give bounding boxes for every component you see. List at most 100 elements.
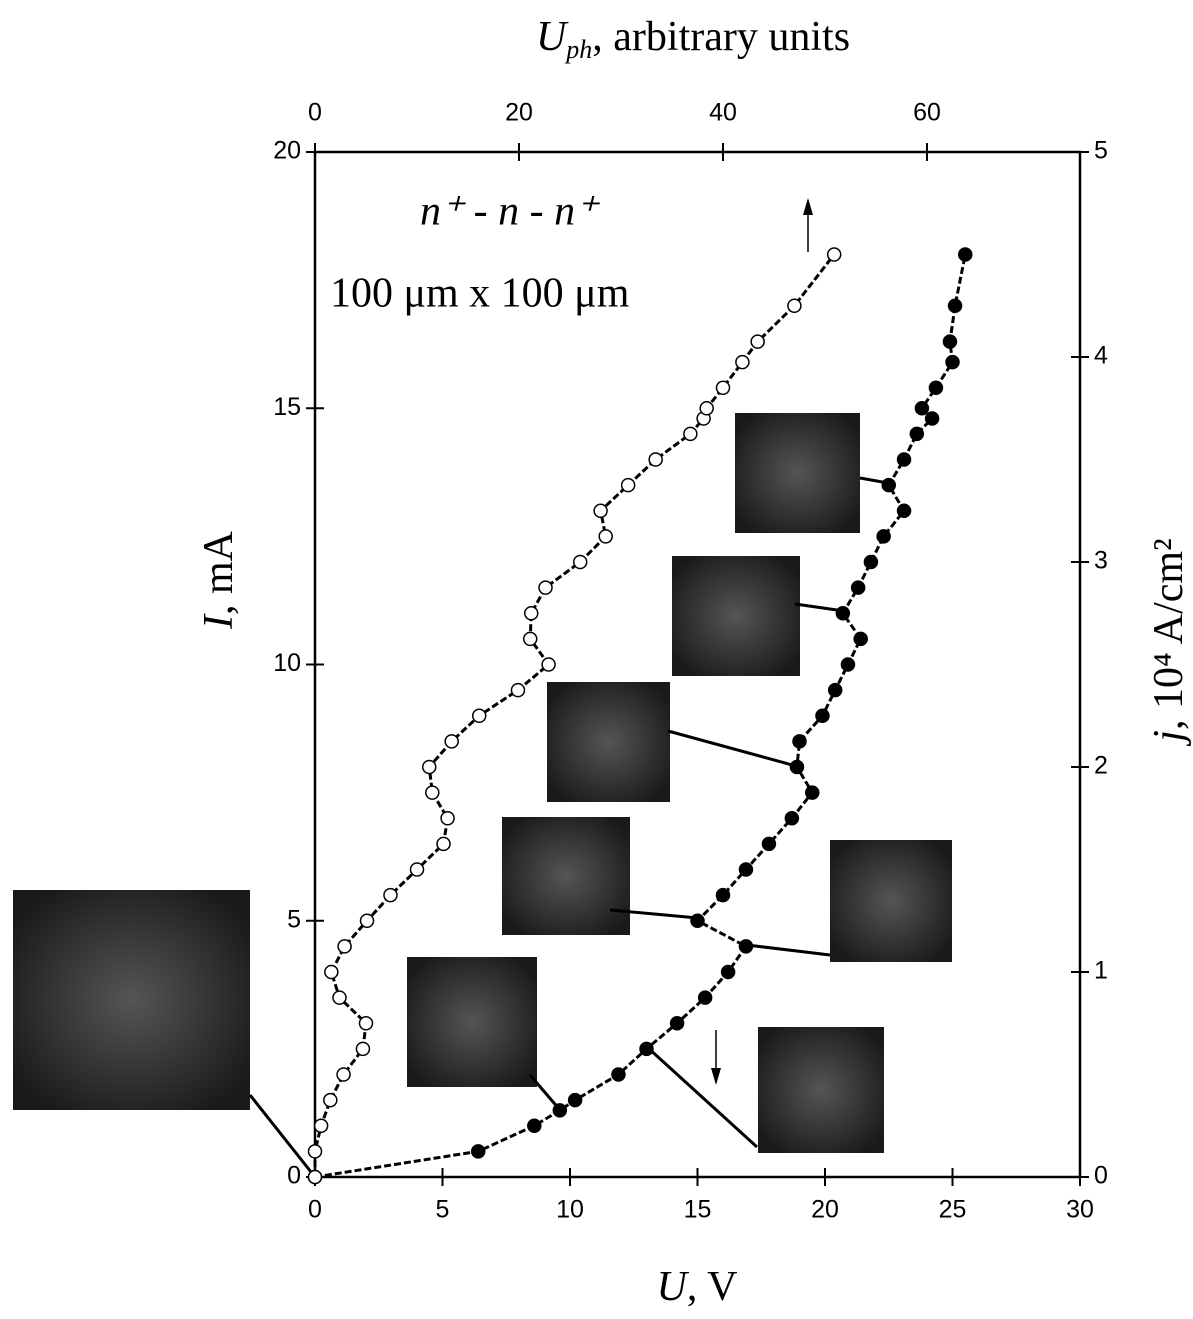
connector [746, 943, 831, 957]
label-subscript: ph [564, 35, 592, 64]
connector [645, 1045, 759, 1149]
data-point [307, 1169, 323, 1185]
data-point [924, 411, 940, 426]
y-tick-label: 20 [273, 137, 301, 165]
inset-image [758, 1027, 884, 1153]
data-point [850, 580, 866, 595]
data-point [383, 887, 398, 903]
data-point [787, 298, 802, 313]
data-point [324, 964, 339, 980]
data-point [336, 1067, 351, 1082]
data-point [648, 452, 663, 467]
data-point [896, 452, 912, 467]
data-point [928, 380, 944, 395]
data-point [853, 631, 868, 647]
data-point [750, 334, 765, 349]
data-point [720, 964, 736, 980]
connector [667, 729, 797, 768]
data-point [355, 1041, 371, 1057]
x-tick-label: 0 [308, 1196, 322, 1224]
inset-image [830, 840, 952, 962]
data-point [881, 477, 896, 493]
data-point [784, 811, 800, 826]
data-point [715, 887, 731, 903]
x2-tick-label: 20 [505, 99, 533, 127]
annotation: 100 μm x 100 μm [330, 271, 630, 317]
data-point [947, 298, 963, 313]
inset-image [407, 957, 537, 1087]
data-point [572, 554, 588, 570]
data-point [914, 401, 930, 416]
x-tick-label: 20 [811, 1196, 839, 1224]
y-axis-label: I, mA [196, 530, 242, 630]
data-point [699, 401, 714, 416]
insets [13, 413, 952, 1178]
inset-image [547, 682, 670, 802]
label-symbol: I [196, 613, 242, 630]
data-point [332, 990, 347, 1005]
data-point [876, 529, 891, 544]
arrow-head [711, 1068, 721, 1085]
arrow-head [803, 198, 813, 215]
y-tick-label: 0 [287, 1162, 301, 1190]
y2-axis-label: j, 10⁴ A/cm² [1146, 538, 1192, 746]
data-point [527, 1118, 542, 1133]
inset-image [735, 413, 860, 533]
connector [528, 1074, 562, 1111]
data-point [715, 380, 731, 395]
data-point [444, 734, 459, 749]
data-point [358, 1016, 374, 1031]
x-tick-label: 25 [939, 1196, 967, 1224]
data-point [826, 247, 842, 262]
data-point [669, 1016, 685, 1031]
connector [609, 908, 699, 920]
data-point [337, 939, 352, 954]
y2-tick-label: 3 [1094, 547, 1108, 575]
arrows [711, 198, 813, 1085]
data-point [690, 913, 705, 928]
x2-axis-label: Uph, arbitrary units [536, 14, 850, 64]
data-point [567, 1092, 583, 1108]
x2-tick-label: 40 [709, 99, 737, 127]
data-point [840, 657, 856, 672]
data-point [440, 811, 455, 826]
y2-tick-label: 4 [1094, 342, 1108, 370]
data-point [896, 503, 912, 518]
label-symbol: j [1146, 730, 1192, 747]
x2-tick-label: 0 [308, 99, 322, 127]
data-point [510, 682, 526, 698]
connector [248, 1094, 317, 1178]
inset-image [672, 556, 800, 676]
inset-image [502, 817, 630, 935]
data-point [523, 606, 539, 621]
data-point [805, 785, 820, 800]
x-tick-label: 15 [684, 1196, 712, 1224]
data-point [425, 785, 440, 800]
y-tick-label: 10 [273, 649, 301, 677]
y2-tick-label: 0 [1094, 1162, 1108, 1190]
data-point [538, 580, 553, 595]
data-point [697, 990, 713, 1005]
data-point [639, 1041, 654, 1057]
y2-tick-label: 1 [1094, 957, 1108, 985]
label-text: , V [687, 1264, 738, 1310]
data-point [593, 503, 608, 518]
x-tick-label: 5 [436, 1196, 450, 1224]
data-point [945, 354, 960, 370]
connector [794, 602, 845, 613]
annotation: n⁺ - n - n⁺ [420, 189, 600, 235]
data-point [541, 657, 556, 672]
label-text: , 10⁴ A/cm² [1146, 538, 1192, 730]
data-point [735, 354, 750, 370]
y2-tick-label: 5 [1094, 137, 1108, 165]
inset-image [13, 890, 250, 1110]
label-symbol: U [657, 1264, 690, 1310]
data-point [815, 708, 830, 723]
data-point [958, 247, 973, 262]
data-point [789, 759, 805, 775]
data-point [598, 529, 613, 544]
data-point [470, 1144, 486, 1159]
data-point [942, 334, 958, 349]
data-point [683, 426, 698, 442]
